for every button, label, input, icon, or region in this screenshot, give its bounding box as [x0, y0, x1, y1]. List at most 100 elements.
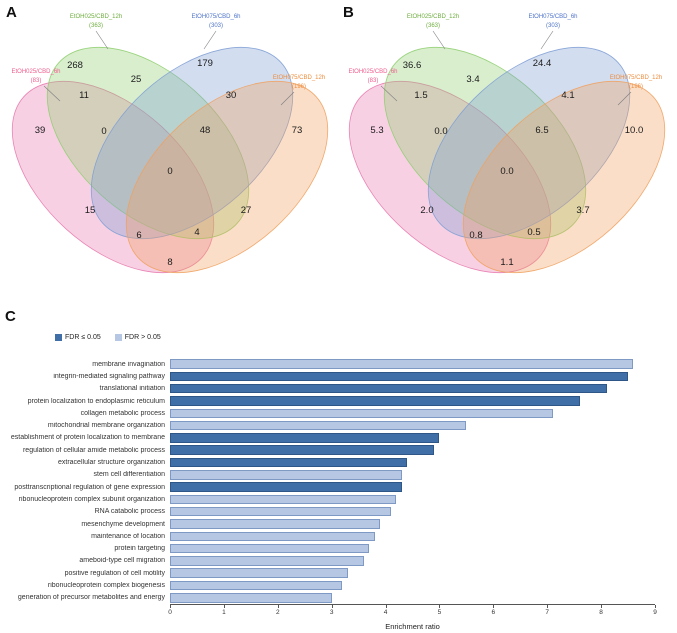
axis-tick-label: 9	[653, 609, 657, 616]
axis-tick	[601, 605, 603, 608]
bar-row: establishment of protein localization to…	[0, 432, 655, 444]
bar-row: membrane invagination	[0, 358, 655, 370]
bar-track	[170, 494, 655, 505]
bar-category-label: mesenchyme development	[81, 520, 165, 528]
enrichment-bar-chart: membrane invagination integrin-mediated s…	[0, 358, 655, 604]
venn-ellipse	[348, 80, 552, 274]
axis-tick	[547, 605, 549, 608]
venn-label-leader-line	[43, 85, 61, 102]
axis-tick-label: 3	[329, 609, 334, 616]
bar-track	[170, 531, 655, 542]
bar-row: posttranscriptional regulation of gene e…	[0, 481, 655, 493]
bar-category-label: generation of precursor metabolites and …	[17, 594, 165, 602]
venn-ellipse	[46, 46, 250, 240]
bar-category-label: establishment of protein localization to…	[10, 434, 165, 442]
bar-category-label: maintenance of location	[91, 532, 165, 540]
panel-c-label: C	[5, 308, 16, 325]
venn-region-bottom_center: 1.1	[500, 257, 513, 268]
venn-ellipse	[462, 80, 666, 274]
bar-row: integrin-mediated signaling pathway	[0, 370, 655, 382]
axis-tick	[331, 605, 333, 608]
bar-category-label: ameboid-type cell migration	[79, 557, 165, 565]
venn-ellipse	[427, 46, 631, 240]
venn-region-bottom_right_inner: 4	[194, 227, 199, 238]
bar-category-label: ribonucleoprotein complex subunit organi…	[18, 495, 165, 503]
bar-row: positive regulation of cell motility	[0, 567, 655, 579]
bar-track	[170, 568, 655, 578]
axis-tick-label: 5	[437, 609, 442, 616]
venn-region-bottom_right_inner: 0.5	[527, 227, 540, 238]
bar-row: protein targeting	[0, 542, 655, 554]
bar-row: RNA catabolic process	[0, 506, 655, 518]
bar-track	[170, 396, 655, 406]
bar	[170, 519, 381, 529]
bar-category-label: translational initiation	[99, 385, 165, 393]
bar-category-label: stem cell differentiation	[93, 471, 165, 479]
bar-track	[170, 482, 655, 492]
bar-category-label: extracellular structure organization	[58, 459, 165, 467]
bar-row: stem cell differentiation	[0, 469, 655, 481]
axis-tick-label: 2	[275, 609, 280, 616]
bar-track	[170, 420, 655, 431]
bar	[170, 531, 375, 542]
venn-label-leader-line	[432, 30, 446, 50]
x-axis: 0 1 2 3 4 5 6 7 8 9	[168, 604, 657, 619]
legend-item-fdr-nonsignificant: FDR > 0.05	[114, 334, 161, 341]
venn-region-top_right: 179	[197, 58, 213, 69]
legend-swatch-significant	[55, 334, 62, 341]
bar	[170, 593, 332, 603]
venn-label-leader-line	[280, 91, 295, 106]
venn-region-upper_left: 11	[79, 90, 89, 101]
bar	[170, 482, 402, 492]
bar-row: translational initiation	[0, 383, 655, 395]
venn-region-upper_right: 30	[226, 90, 237, 101]
panel-a-label: A	[6, 4, 17, 21]
venn-label-leader-line	[540, 30, 554, 50]
venn-ellipse	[125, 80, 329, 274]
bar-category-label: membrane invagination	[92, 360, 165, 368]
axis-tick	[223, 605, 225, 608]
venn-set-label: EtOH025/CBD_12h	[407, 14, 459, 20]
bar-row: protein localization to endoplasmic reti…	[0, 395, 655, 407]
venn-set-label: EtOH075/CBD_6h	[191, 14, 240, 20]
venn-region-mid_left: 0	[101, 126, 106, 137]
venn-set-total: (83)	[368, 78, 379, 84]
venn-ellipse	[383, 46, 587, 240]
bar-row: generation of precursor metabolites and …	[0, 592, 655, 604]
bar	[170, 556, 364, 566]
bar	[170, 470, 402, 480]
bar-track	[170, 359, 655, 369]
legend-swatch-nonsignificant	[114, 334, 122, 341]
axis-tick-label: 0	[168, 609, 172, 616]
axis-tick	[493, 605, 495, 608]
bar	[170, 433, 440, 443]
bar	[170, 396, 580, 406]
venn-set-total: (196)	[292, 84, 306, 90]
venn-region-top_left: 36.6	[403, 60, 422, 71]
bar	[170, 580, 343, 591]
venn-region-center: 0	[167, 166, 172, 177]
venn-label-leader-line	[380, 85, 398, 102]
bar-row: ameboid-type cell migration	[0, 555, 655, 567]
bar-track	[170, 506, 655, 517]
bar	[170, 359, 634, 369]
bar-track	[170, 543, 655, 554]
bar-track	[170, 408, 655, 419]
venn-label-leader-line	[203, 30, 217, 50]
bar	[170, 494, 397, 505]
bar-category-label: integrin-mediated signaling pathway	[53, 372, 165, 380]
bar-row: mesenchyme development	[0, 518, 655, 530]
panel-b-label: B	[343, 4, 354, 21]
fdr-legend: FDR ≤ 0.05 FDR > 0.05	[55, 334, 161, 341]
legend-label-nonsignificant: FDR > 0.05	[124, 334, 161, 341]
axis-tick	[655, 605, 656, 608]
venn-region-top_center: 25	[131, 74, 142, 85]
venn-region-far_left: 39	[35, 125, 46, 136]
x-axis-title: Enrichment ratio	[385, 622, 440, 631]
panel-a: A EtOH025/CBD_6h (83) EtOH025/CBD_12h (363)…	[0, 0, 338, 305]
bar	[170, 543, 370, 554]
bar-category-label: protein localization to endoplasmic reti…	[27, 397, 165, 405]
bar-row: regulation of cellular amide metabolic p…	[0, 444, 655, 456]
venn-diagram-counts: EtOH025/CBD_6h (83) EtOH025/CBD_12h (363) Et…	[11, 14, 329, 274]
venn-diagram-percentages: EtOH025/CBD_6h (83) EtOH025/CBD_12h (363) Et…	[348, 14, 666, 274]
